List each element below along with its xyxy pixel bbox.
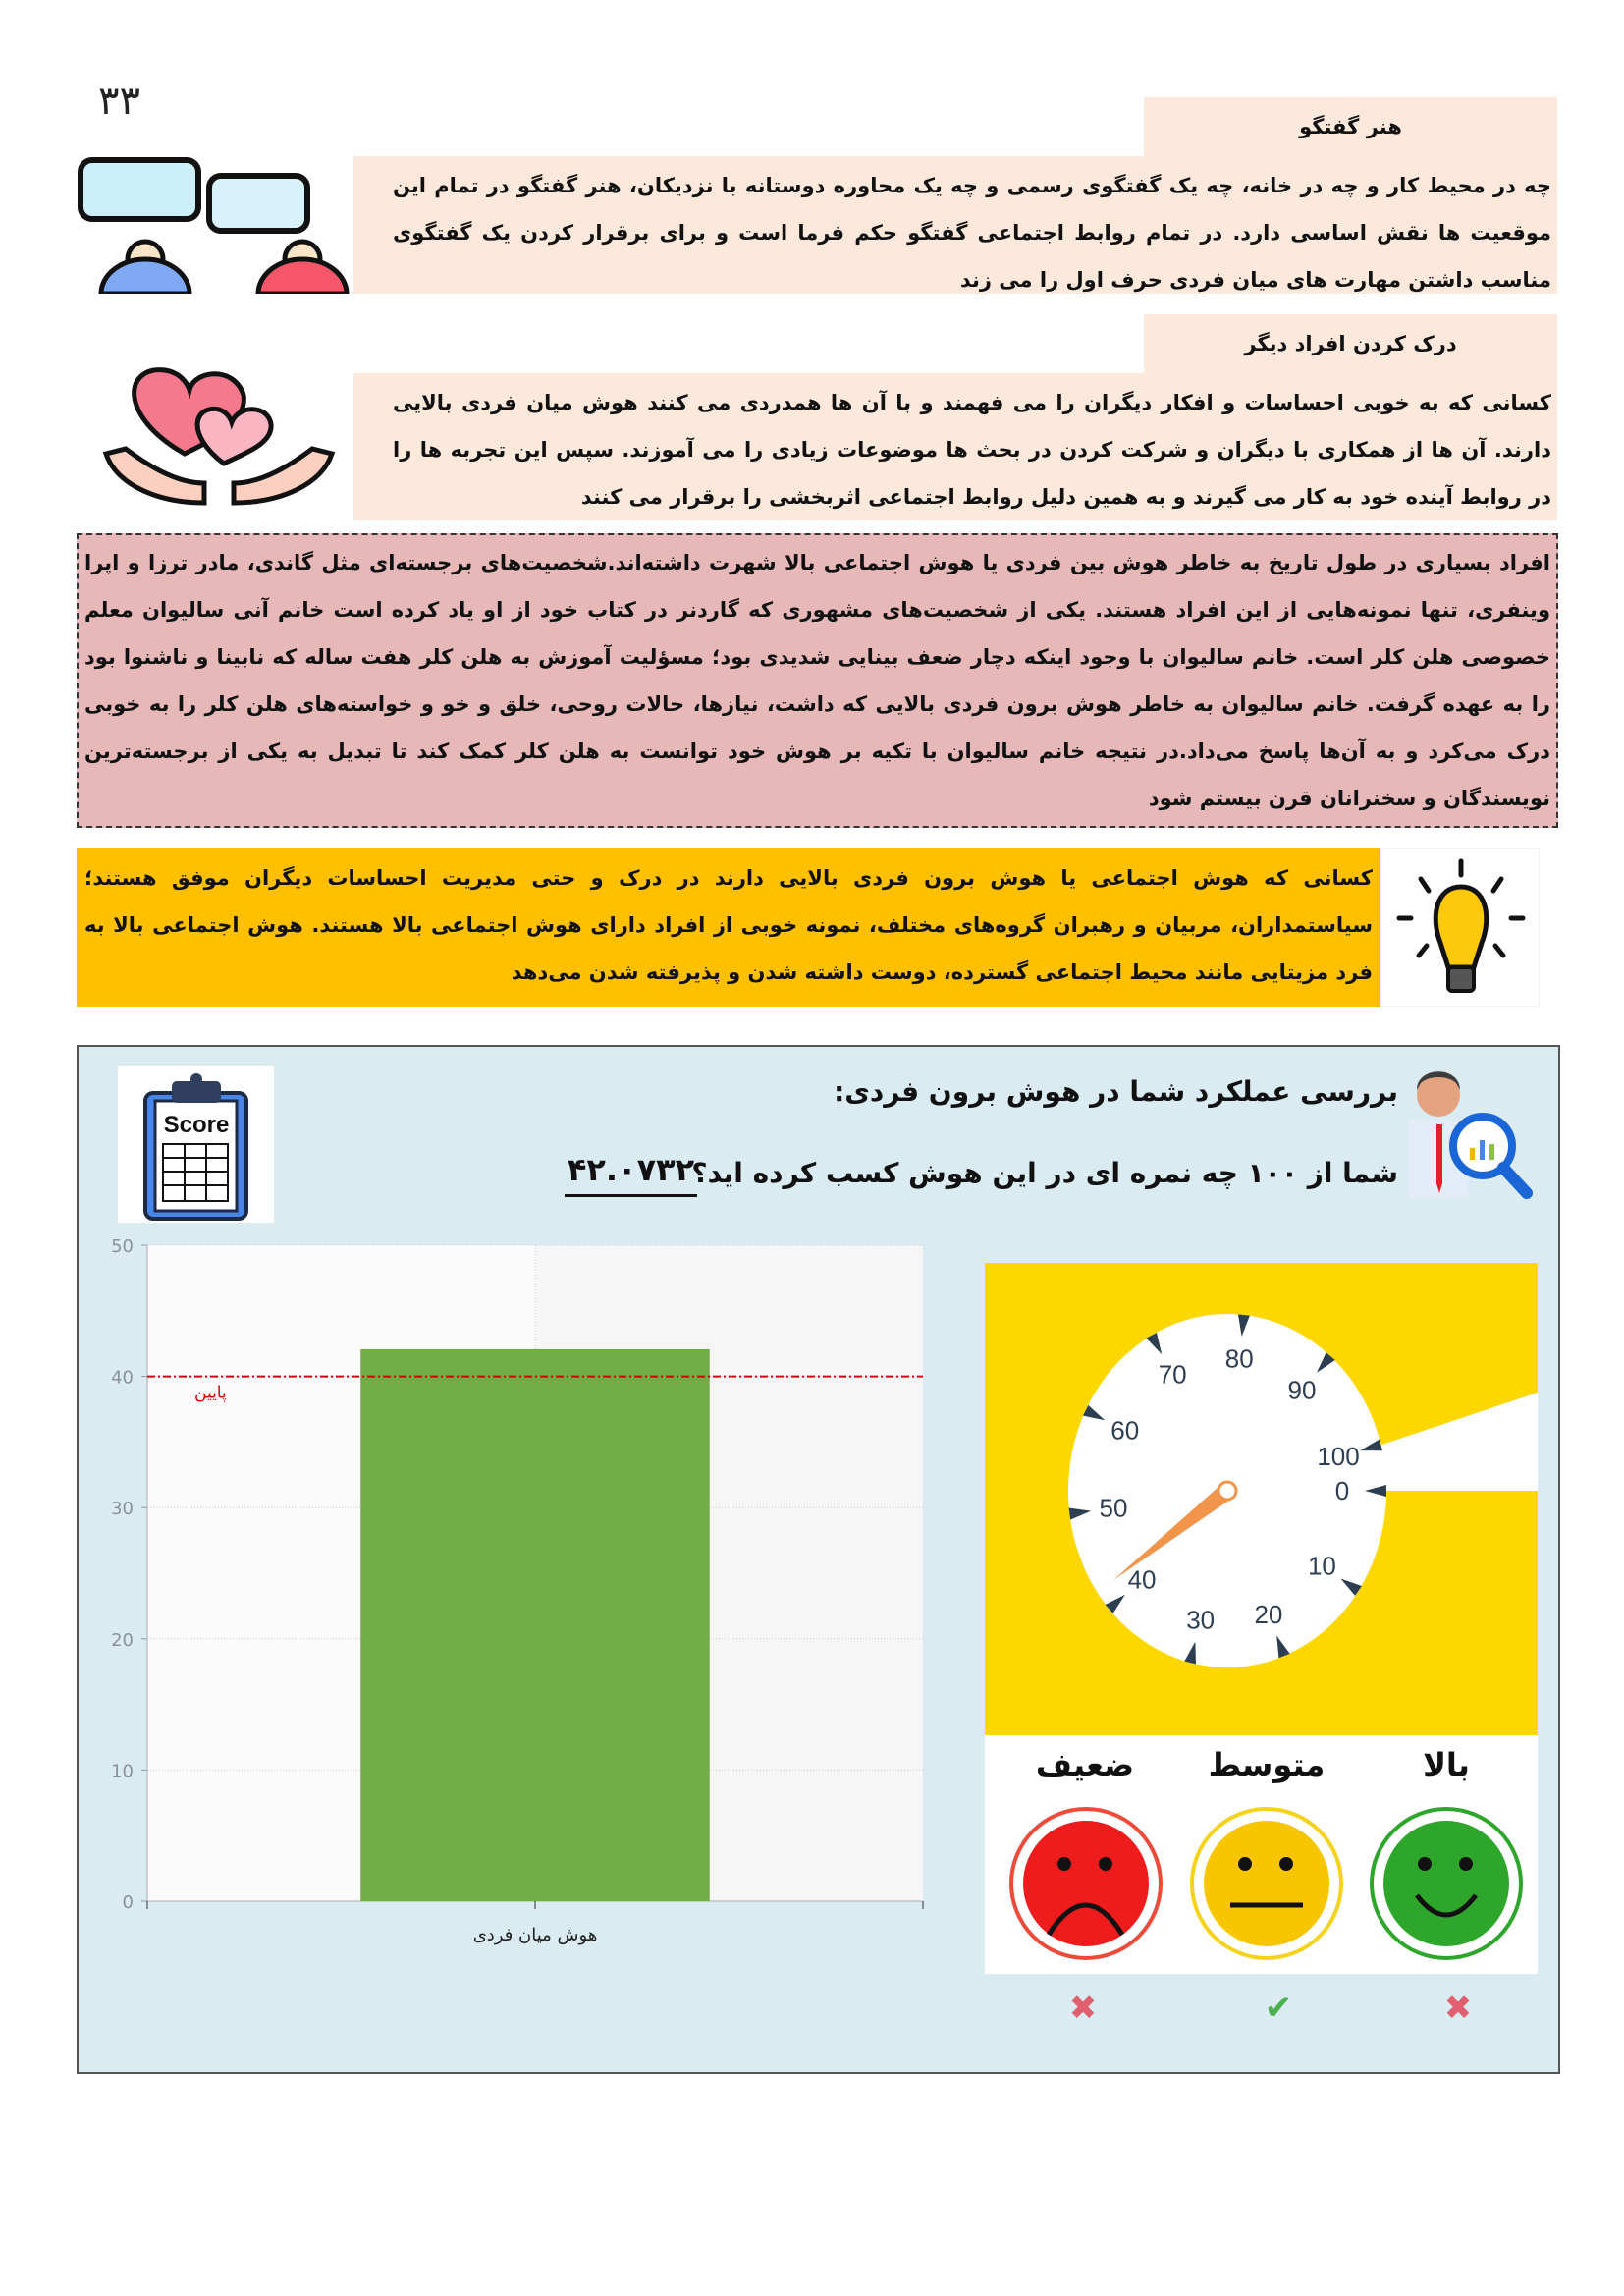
y-tick-label: 0: [123, 1892, 134, 1913]
gauge-tick: [1184, 1641, 1197, 1665]
gauge-tick-label: 50: [1100, 1494, 1128, 1523]
bar-chart: 0 10 20 30 40 50 پایین هوش میان فردی: [111, 1237, 924, 1945]
y-tick-label: 20: [111, 1630, 134, 1651]
level-label-medium: متوسط: [1208, 1746, 1326, 1783]
gauge-tick: [1340, 1578, 1362, 1596]
section-title: درک کردن افراد دیگر: [1144, 314, 1557, 373]
gauge-tick: [1237, 1314, 1250, 1337]
gauge-tick-label: 100: [1317, 1442, 1359, 1471]
y-tick-label: 40: [111, 1368, 134, 1389]
sad-face-icon: [1009, 1807, 1163, 1960]
hearts-hands-icon: [102, 367, 336, 506]
level-label-low: ضعیف: [1035, 1746, 1135, 1783]
tip-box: کسانی که هوش اجتماعی یا هوش برون فردی با…: [77, 848, 1380, 1007]
gauge-hub: [1217, 1480, 1238, 1502]
neutral-face-icon: [1190, 1807, 1343, 1960]
gauge-tick-label: 0: [1335, 1476, 1349, 1505]
cross-icon: ✖: [1068, 1989, 1098, 2028]
cross-icon: ✖: [1443, 1989, 1473, 2028]
level-label-high: بالا: [1423, 1746, 1470, 1783]
gauge-tick-label: 20: [1254, 1600, 1282, 1629]
gauge-needle: [1112, 1483, 1233, 1581]
y-tick-label: 30: [111, 1499, 134, 1519]
section-body: کسانی که به خوبی احساسات و افکار دیگران …: [353, 373, 1557, 520]
score-value: ۴۲.۰۷۳۲: [565, 1151, 697, 1197]
gauge-tick: [1365, 1485, 1386, 1497]
gauge-background: 0 10 20 30 40 50 60 70 80 90 100: [985, 1263, 1538, 1735]
page-number: ٣٣: [98, 79, 140, 124]
check-icon: ✔: [1264, 1989, 1293, 2028]
section-body: چه در محیط کار و چه در خانه، چه یک گفتگو…: [353, 156, 1557, 294]
example-box: افراد بسیاری در طول تاریخ به خاطر هوش بی…: [77, 533, 1558, 828]
gauge-tick: [1316, 1352, 1335, 1373]
score-clipboard-icon: Score: [118, 1066, 274, 1223]
gauge-tick-label: 90: [1288, 1375, 1317, 1404]
x-tick-label: هوش میان فردی: [473, 1925, 598, 1945]
conversation-icon: [78, 157, 350, 294]
gauge-tick: [1276, 1635, 1290, 1659]
section-title: هنر گفتگو: [1144, 97, 1557, 156]
y-tick-label: 50: [111, 1237, 134, 1257]
gauge-tick-label: 70: [1159, 1359, 1187, 1389]
gauge-tick: [1146, 1332, 1163, 1355]
gauge-tick-label: 40: [1128, 1564, 1157, 1594]
gauge-tick-label: 10: [1308, 1551, 1336, 1580]
gauge-chart: 0 10 20 30 40 50 60 70 80 90 100: [1068, 1314, 1538, 1667]
faces: [1009, 1807, 1523, 1960]
gauge-wedge: [1227, 1393, 1538, 1491]
bar: [360, 1348, 710, 1901]
gauge-tick-label: 60: [1110, 1416, 1139, 1446]
gauge-tick: [1105, 1594, 1125, 1613]
gauge-tick: [1068, 1507, 1092, 1520]
score-icon-label: Score: [164, 1112, 230, 1138]
y-tick-label: 10: [111, 1761, 134, 1781]
happy-face-icon: [1370, 1807, 1523, 1960]
analyst-magnifier-icon: [1409, 1071, 1533, 1199]
lightbulb-icon: [1380, 848, 1540, 1007]
panel-title: بررسی عملکرد شما در هوش برون فردی:: [834, 1075, 1398, 1108]
gauge-tick-label: 30: [1186, 1605, 1215, 1634]
reference-line-label: پایین: [194, 1384, 227, 1403]
score-question: شما از ۱۰۰ چه نمره ای در این هوش کسب کرد…: [691, 1157, 1398, 1189]
gauge-tick-label: 80: [1225, 1344, 1254, 1374]
gauge-tick: [1082, 1404, 1106, 1421]
gauge-tick: [1360, 1439, 1383, 1451]
